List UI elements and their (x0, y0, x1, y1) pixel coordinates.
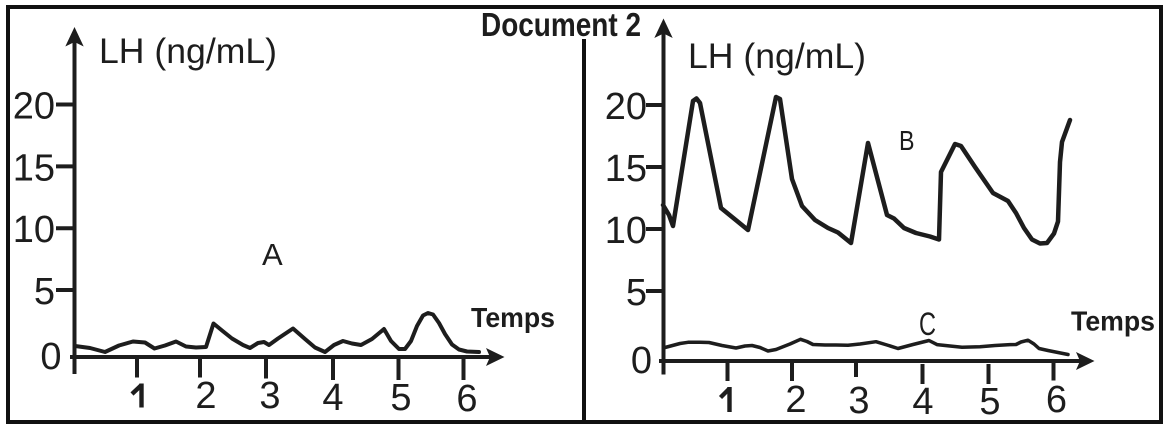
svg-text:4: 4 (322, 377, 343, 419)
svg-text:B: B (899, 125, 915, 156)
svg-text:5: 5 (626, 272, 647, 314)
svg-text:LH (ng/mL): LH (ng/mL) (99, 32, 277, 71)
svg-text:5: 5 (390, 377, 411, 419)
svg-text:10: 10 (13, 209, 55, 251)
svg-text:LH (ng/mL): LH (ng/mL) (688, 37, 866, 76)
svg-text:15: 15 (605, 148, 647, 190)
svg-text:3: 3 (848, 380, 869, 422)
svg-text:20: 20 (13, 86, 55, 128)
svg-text:6: 6 (1046, 379, 1067, 421)
svg-text:A: A (262, 237, 283, 272)
svg-text:6: 6 (456, 378, 477, 420)
svg-text:0: 0 (631, 340, 652, 382)
svg-text:10: 10 (605, 210, 647, 252)
svg-text:Temps: Temps (1071, 306, 1155, 337)
svg-text:0: 0 (40, 336, 61, 378)
svg-text:Temps: Temps (471, 302, 555, 333)
svg-text:2: 2 (785, 379, 806, 421)
svg-text:20: 20 (605, 86, 647, 128)
svg-text:5: 5 (34, 271, 55, 313)
svg-text:2: 2 (195, 375, 216, 417)
svg-text:5: 5 (979, 381, 1000, 423)
svg-text:3: 3 (259, 375, 280, 417)
svg-text:15: 15 (13, 147, 55, 189)
svg-text:C: C (919, 306, 936, 342)
svg-text:4: 4 (912, 381, 933, 423)
svg-text:Document 2: Document 2 (481, 6, 641, 43)
